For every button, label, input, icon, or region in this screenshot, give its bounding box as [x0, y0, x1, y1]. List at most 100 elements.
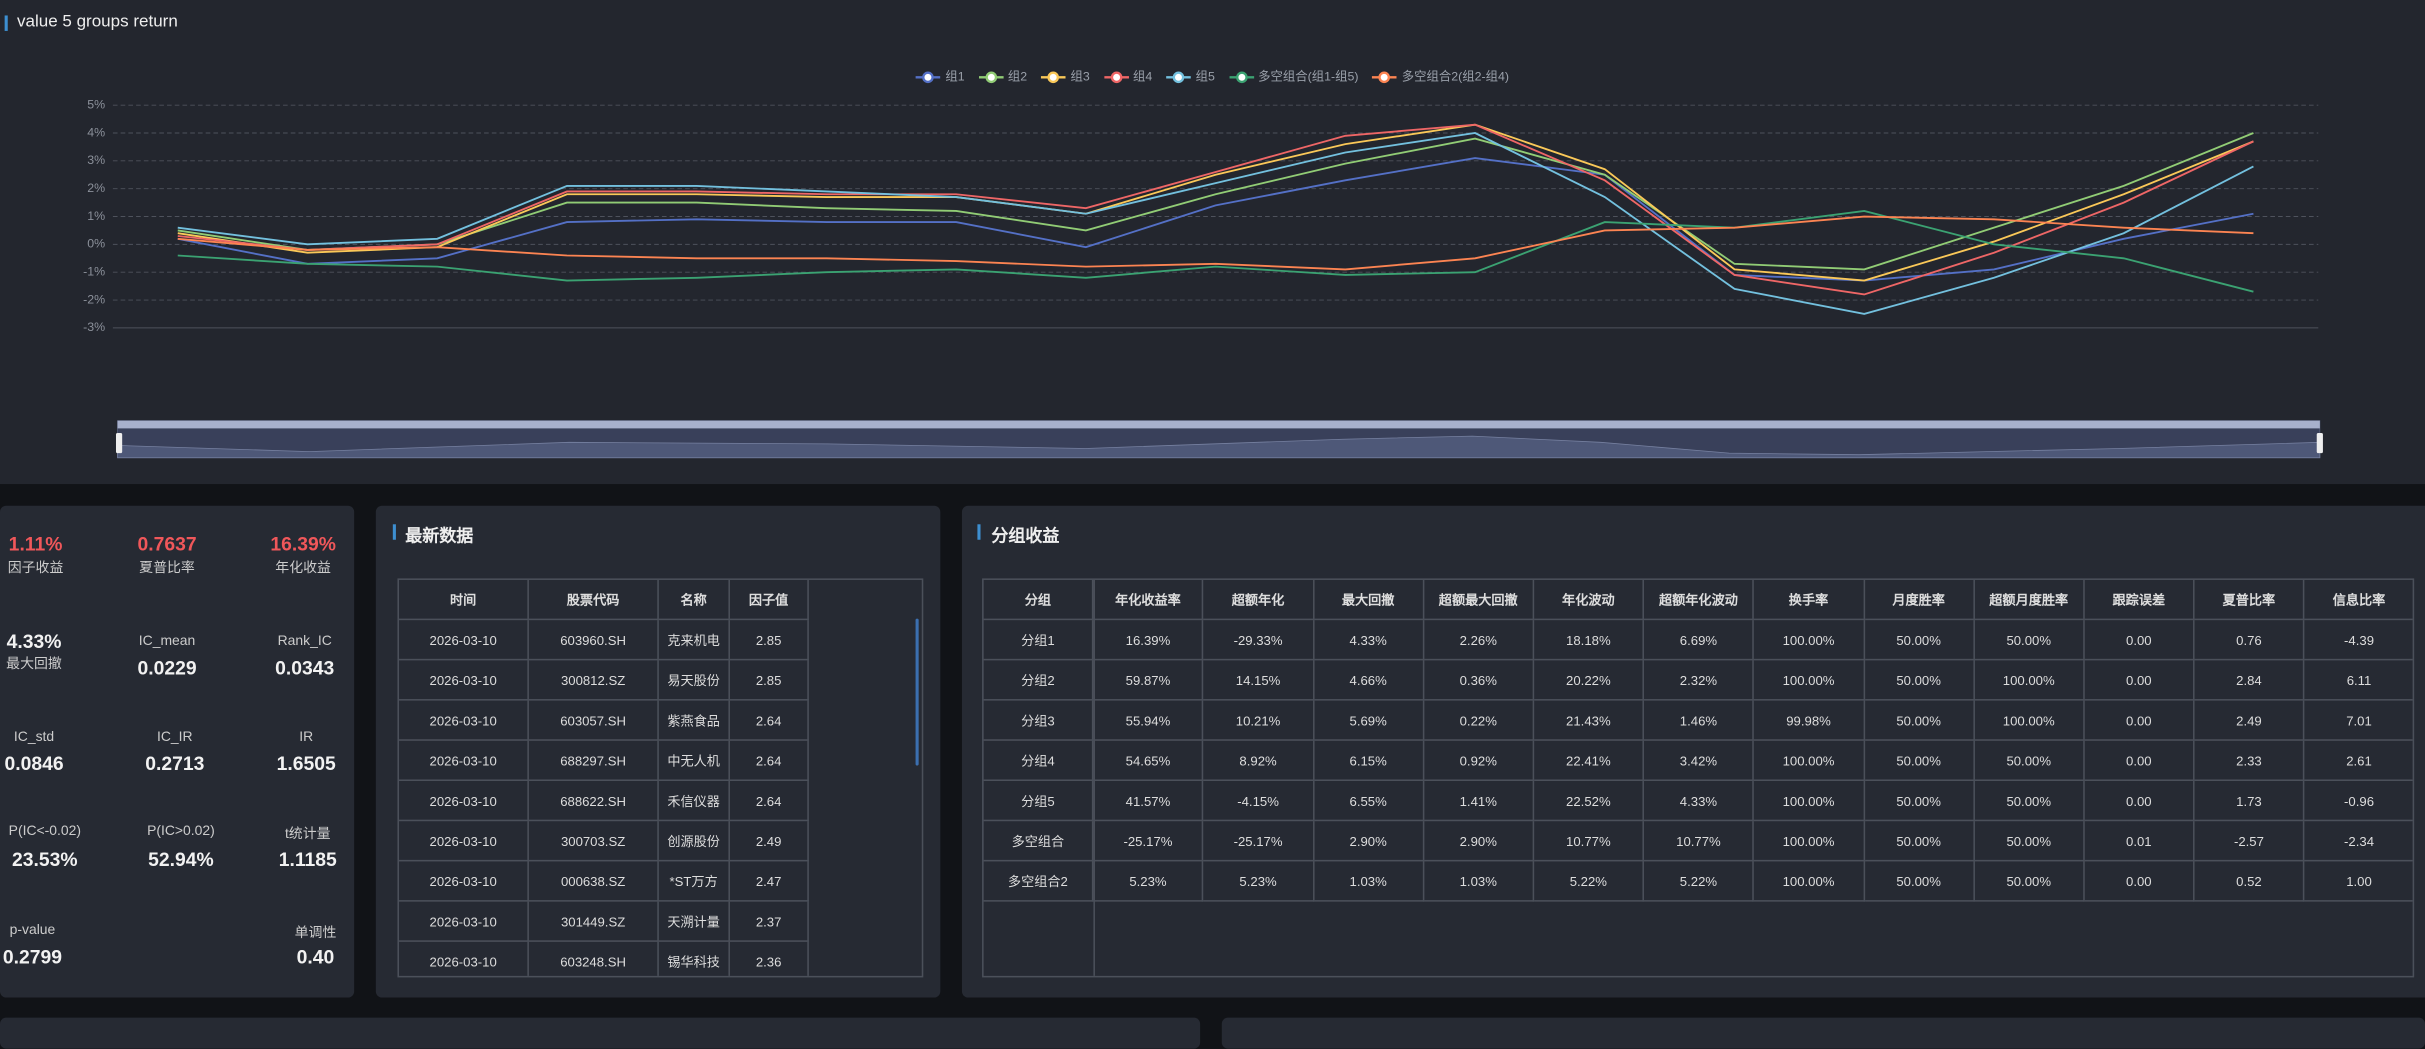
zoom-handle[interactable]	[115, 433, 123, 454]
table-cell: 2.64	[728, 699, 809, 741]
metric-value: 0.0229	[137, 657, 197, 679]
scrollbar[interactable]	[915, 618, 919, 766]
zoom-top-bar[interactable]	[117, 420, 2320, 429]
table-cell: 紫燕食品	[657, 699, 730, 741]
table-cell: -4.39	[2303, 618, 2413, 661]
table-cell: 中无人机	[657, 739, 730, 782]
table-cell: 50.00%	[1972, 779, 2085, 822]
series-line	[177, 215, 2254, 271]
table-cell: 50.00%	[1862, 739, 1975, 782]
table-cell: -2.57	[2193, 819, 2305, 862]
legend-icon	[1103, 70, 1129, 83]
data-zoom[interactable]	[115, 420, 2323, 459]
y-tick-label: -2%	[83, 292, 105, 306]
panel-title: 分组收益	[991, 527, 1060, 546]
header-cell: 超额年化	[1202, 579, 1314, 621]
table-cell: 50.00%	[1862, 779, 1975, 822]
metric-value: 0.2799	[2, 946, 63, 969]
legend-label: 组1	[945, 69, 965, 84]
legend-item: 多空组合2(组2-组4)	[1372, 68, 1509, 85]
table-cell: 2.49	[728, 819, 809, 862]
legend-icon	[1041, 70, 1066, 83]
table-cell: 2.61	[2303, 739, 2413, 782]
header-cell: 名称	[657, 579, 730, 621]
table-cell: 1.46%	[1642, 699, 1755, 741]
table-cell: 50.00%	[1972, 859, 2085, 902]
table-cell: 2.84	[2193, 658, 2305, 701]
table-row: 多空组合 -25.17% -25.17% 2.90% 2.90% 10.77% 10.77%…	[983, 819, 2413, 862]
legend-item: 组1	[915, 68, 965, 85]
y-tick-label: 0%	[87, 237, 105, 251]
legend-label: 多空组合2(组2-组4)	[1401, 69, 1510, 84]
table-cell: 2.32%	[1642, 658, 1755, 701]
table-cell: -4.15%	[1202, 779, 1314, 822]
legend-item: 组2	[978, 68, 1027, 85]
table-cell: 2.33	[2193, 739, 2305, 782]
table-cell: 2026-03-10	[399, 859, 529, 902]
metric-label: 年化收益	[275, 559, 331, 576]
table-cell: 0.00	[2083, 618, 2195, 661]
table-cell: 4.66%	[1312, 658, 1424, 701]
table-cell: 50.00%	[1862, 859, 1975, 902]
metric-label: IC_IR	[156, 728, 193, 744]
table-cell: 22.52%	[1532, 779, 1645, 822]
metric-value: 0.0846	[4, 753, 64, 775]
table-cell: 50.00%	[1862, 819, 1975, 862]
table-cell: 603960.SH	[527, 618, 659, 661]
table-frame: 时间 股票代码 名称 因子值 2026-03-10 603960.SH 克来机电 2.85 20…	[397, 578, 924, 978]
table-cell: 0.00	[2083, 779, 2195, 822]
table-cell: 2026-03-10	[399, 779, 529, 822]
metric-label: IR	[299, 728, 314, 744]
metric-value: 0.2713	[145, 753, 205, 775]
table-row: 2026-03-10 300703.SZ 创源股份 2.49	[399, 819, 809, 862]
table-cell: 2026-03-10	[399, 739, 529, 782]
table-cell: 301449.SZ	[527, 900, 659, 942]
legend-icon	[1166, 70, 1191, 83]
metric-label: IC_mean	[138, 632, 196, 649]
header-cell: 换手率	[1752, 579, 1865, 621]
table-row: 2026-03-10 300812.SZ 易天股份 2.85	[399, 658, 809, 701]
table-cell: 3.42%	[1642, 739, 1755, 782]
table-cell: 5.22%	[1642, 859, 1755, 902]
table-cell: 克来机电	[657, 618, 730, 661]
header-cell: 夏普比率	[2193, 579, 2305, 621]
zoom-handle[interactable]	[2316, 433, 2323, 454]
legend-dot	[1172, 70, 1185, 83]
table-row: 2026-03-10 301449.SZ 天溯计量 2.37	[399, 900, 809, 942]
table-cell: 100.00%	[1972, 699, 2085, 741]
table-cell: 创源股份	[657, 819, 730, 862]
table-cell: 5.23%	[1092, 859, 1204, 902]
header-cell: 因子值	[728, 579, 809, 621]
table-cell: 2026-03-10	[399, 699, 529, 741]
table-cell: 分组2	[983, 658, 1094, 701]
legend-dot	[1047, 70, 1060, 83]
y-tick-label: -1%	[83, 264, 105, 278]
title-accent	[977, 524, 981, 540]
table-row: 多空组合2 5.23% 5.23% 1.03% 1.03% 5.22% 5.22% 100.0…	[983, 859, 2413, 902]
table-cell: 000638.SZ	[527, 859, 659, 902]
table-cell: 4.33%	[1642, 779, 1755, 822]
table-cell: 2.90%	[1312, 819, 1424, 862]
table-cell: 18.18%	[1532, 618, 1645, 661]
table-cell: 10.77%	[1532, 819, 1645, 862]
table-cell: 50.00%	[1862, 658, 1975, 701]
legend-icon	[1228, 70, 1254, 83]
table-row: 2026-03-10 000638.SZ *ST万方 2.47	[399, 859, 809, 902]
table-cell: 2026-03-10	[399, 819, 529, 862]
table-cell: 603057.SH	[527, 699, 659, 741]
legend-item: 组3	[1041, 68, 1090, 85]
legend-dot	[922, 70, 935, 83]
legend-icon	[978, 70, 1004, 83]
header-cell: 跟踪误差	[2083, 579, 2195, 621]
table-cell: 0.92%	[1422, 739, 1535, 782]
table-cell: 分组4	[983, 739, 1094, 782]
metric-label: P(IC>0.02)	[147, 822, 215, 839]
table-cell: 0.01	[2083, 819, 2195, 862]
series-line	[177, 210, 2254, 293]
bottom-panel	[1221, 1017, 2425, 1049]
table-cell: 多空组合	[983, 819, 1094, 862]
table-cell: 55.94%	[1092, 699, 1204, 741]
table-cell: 688622.SH	[527, 779, 659, 822]
table-cell: 2.64	[728, 739, 809, 782]
